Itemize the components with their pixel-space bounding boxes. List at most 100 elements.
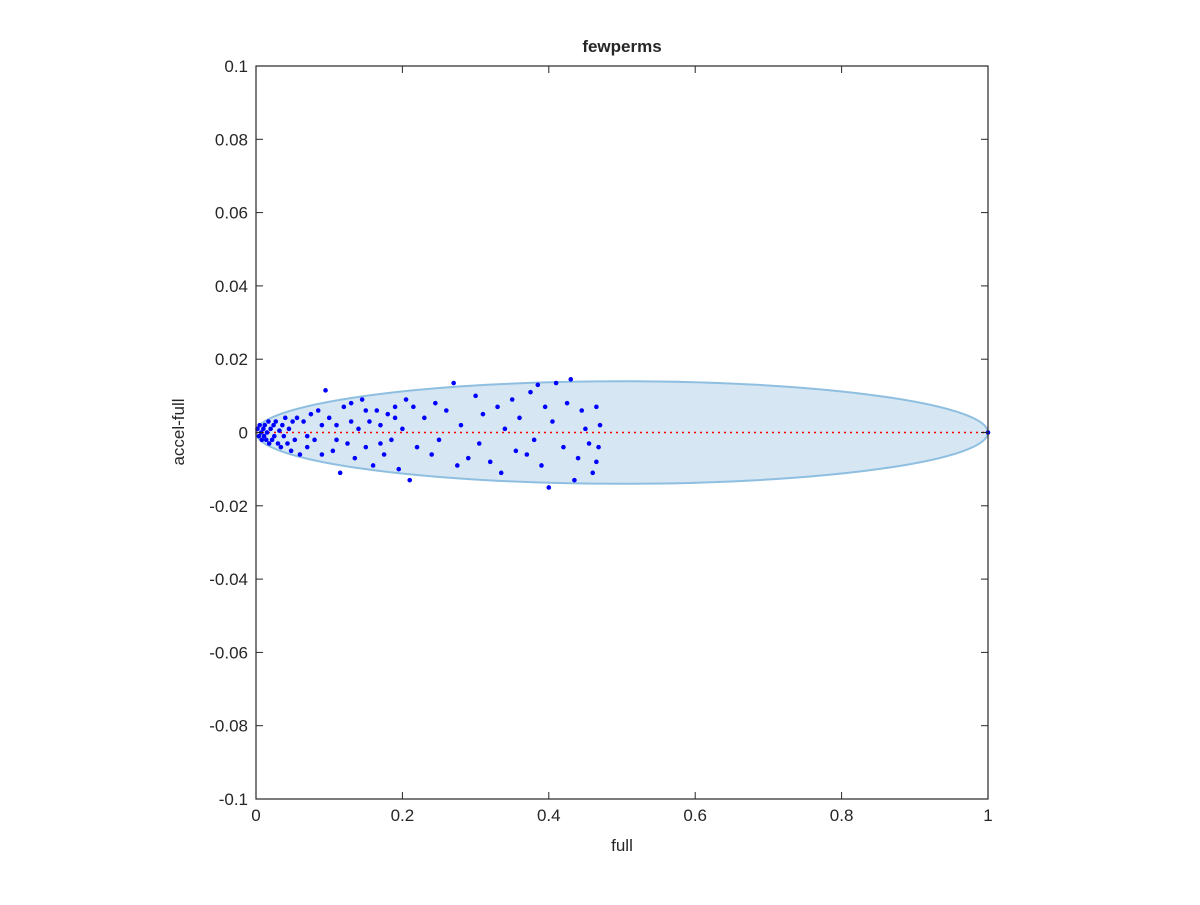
scatter-point (319, 422, 325, 428)
scatter-point (330, 448, 336, 454)
scatter-point (304, 444, 310, 450)
scatter-point (285, 441, 290, 446)
scatter-point (281, 433, 287, 439)
x-axis-label: full (611, 836, 633, 855)
scatter-point (378, 441, 383, 446)
scatter-point (263, 437, 269, 443)
scatter-point (385, 411, 391, 417)
scatter-point (583, 426, 588, 432)
y-tick-label: 0.06 (215, 204, 248, 223)
scatter-point (337, 470, 343, 476)
scatter-point (272, 433, 277, 439)
scatter-point (539, 463, 544, 468)
x-tick-label: 0.8 (830, 806, 854, 825)
scatter-point (564, 400, 570, 406)
scatter-point (334, 437, 339, 443)
scatter-point (542, 404, 548, 410)
scatter-point (590, 470, 596, 476)
scatter-point (288, 448, 294, 454)
y-tick-label: 0 (239, 424, 248, 443)
y-tick-label: -0.08 (209, 717, 248, 736)
scatter-point (451, 380, 456, 386)
scatter-point (294, 415, 300, 421)
y-tick-label: 0.08 (215, 130, 248, 149)
scatter-point (356, 426, 361, 432)
x-tick-label: 0 (251, 806, 260, 825)
scatter-point (280, 422, 285, 428)
y-tick-label: -0.1 (219, 790, 248, 809)
scatter-point (498, 470, 504, 476)
scatter-point (266, 419, 271, 424)
scatter-point (292, 437, 298, 443)
scatter-point (381, 452, 387, 457)
scatter-point (282, 415, 288, 421)
chart-title: fewperms (582, 37, 661, 56)
y-tick-label: 0.02 (215, 350, 248, 369)
y-tick-label: -0.06 (209, 643, 248, 662)
scatter-point (586, 441, 592, 446)
scatter-point (261, 426, 266, 432)
scatter-point (290, 419, 295, 424)
scatter-point (455, 463, 460, 468)
scatter-point (275, 441, 281, 446)
scatter-point (273, 419, 279, 424)
scatter-point (352, 455, 358, 461)
scatter-point (596, 444, 601, 450)
scatter-point (323, 388, 328, 393)
scatter-point (528, 389, 533, 395)
scatter-point (502, 426, 508, 432)
scatter-point (261, 433, 267, 439)
scatter-point (550, 419, 555, 424)
scatter-point (429, 452, 434, 457)
scatter-point (572, 477, 577, 483)
scatter-point (363, 444, 369, 450)
scatter-point (363, 408, 369, 413)
scatter-point (257, 422, 262, 428)
scatter-point (262, 422, 268, 428)
scatter-point (315, 408, 321, 413)
y-tick-label: -0.02 (209, 497, 248, 516)
scatter-point (546, 485, 552, 490)
scatter-point (312, 437, 317, 443)
scatter-point (517, 415, 522, 421)
scatter-point (403, 397, 409, 402)
scatter-point (531, 437, 537, 443)
scatter-point (594, 459, 599, 465)
scatter-point (359, 397, 365, 402)
scatter-point (509, 397, 515, 402)
x-tick-label: 0.6 (683, 806, 707, 825)
scatter-point (444, 408, 449, 413)
scatter-point (495, 404, 500, 410)
scatter-point (561, 444, 566, 450)
scatter-point (553, 380, 559, 386)
scatter-point (433, 400, 438, 406)
scatter-point (367, 419, 372, 424)
scatter-point (256, 433, 262, 439)
scatter-point (304, 433, 310, 439)
scatter-point (458, 422, 464, 428)
scatter-point (392, 404, 398, 410)
scatter-point (465, 455, 471, 461)
scatter-point (374, 408, 380, 413)
scatter-point (524, 452, 530, 457)
scatter-point (422, 415, 427, 421)
scatter-point (345, 441, 350, 446)
scatter-point (308, 411, 314, 417)
scatter-point (396, 466, 402, 472)
scatter-point (348, 419, 354, 424)
scatter-point (370, 463, 376, 468)
x-tick-label: 0.4 (537, 806, 561, 825)
scatter-point (301, 419, 306, 424)
scatter-point (436, 437, 442, 443)
scatter-point (277, 428, 282, 433)
scatter-point (594, 404, 599, 410)
scatter-point (476, 441, 482, 446)
scatter-point (411, 404, 416, 410)
scatter-point (319, 452, 325, 457)
scatter-point (264, 430, 270, 435)
scatter-point (568, 377, 574, 382)
scatter-point (535, 382, 541, 388)
scatter-point (400, 426, 405, 432)
